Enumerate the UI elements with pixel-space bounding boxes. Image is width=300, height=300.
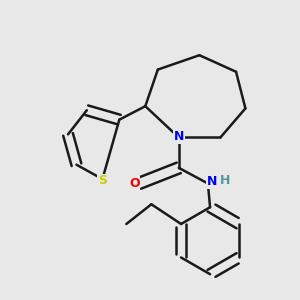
Text: N: N [174, 130, 184, 143]
Text: H: H [220, 174, 230, 187]
Text: N: N [206, 176, 217, 188]
Text: S: S [98, 174, 107, 187]
Text: O: O [129, 177, 140, 190]
